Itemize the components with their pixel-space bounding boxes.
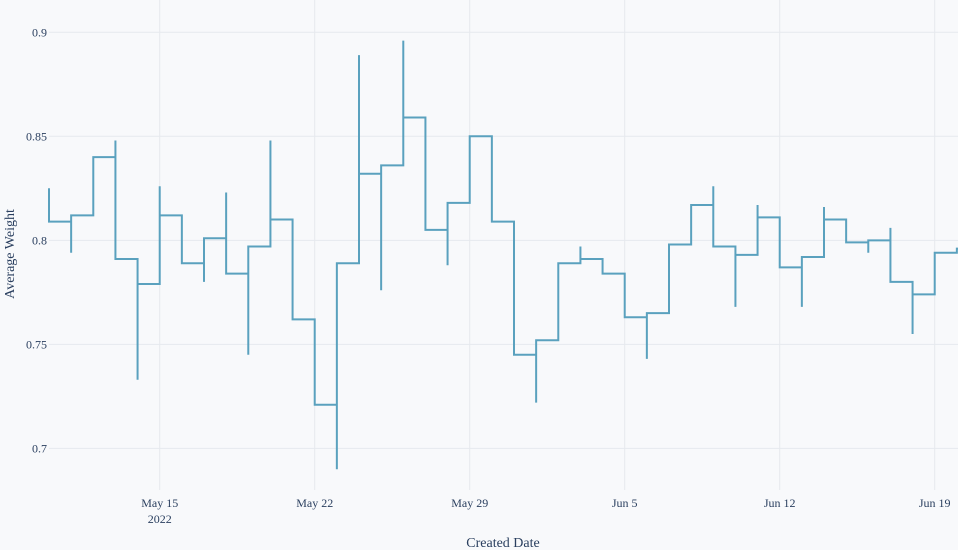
y-tick-label: 0.7 bbox=[32, 441, 47, 455]
y-tick-label: 0.8 bbox=[32, 233, 47, 247]
x-tick-label: May 15 bbox=[141, 496, 178, 510]
x-axis: May 15 2022 May 22 May 29 Jun 5 Jun 12 Jun 19 bbox=[141, 496, 950, 526]
x-tick-label: Jun 12 bbox=[764, 496, 796, 510]
x-tick-label: Jun 5 bbox=[612, 496, 638, 510]
y-tick-label: 0.85 bbox=[26, 129, 47, 143]
x-tick-year-label: 2022 bbox=[148, 512, 172, 526]
x-tick-label: Jun 19 bbox=[919, 496, 951, 510]
y-axis: 0.7 0.75 0.8 0.85 0.9 bbox=[26, 25, 47, 455]
x-tick-label: May 22 bbox=[296, 496, 333, 510]
y-tick-label: 0.9 bbox=[32, 25, 47, 39]
y-axis-title: Average Weight bbox=[3, 209, 18, 299]
series-line bbox=[48, 40, 958, 470]
grid bbox=[49, 0, 958, 490]
y-tick-label: 0.75 bbox=[26, 337, 47, 351]
x-axis-title: Created Date bbox=[466, 536, 539, 550]
x-tick-label: May 29 bbox=[451, 496, 488, 510]
series-average-weight bbox=[48, 40, 958, 470]
